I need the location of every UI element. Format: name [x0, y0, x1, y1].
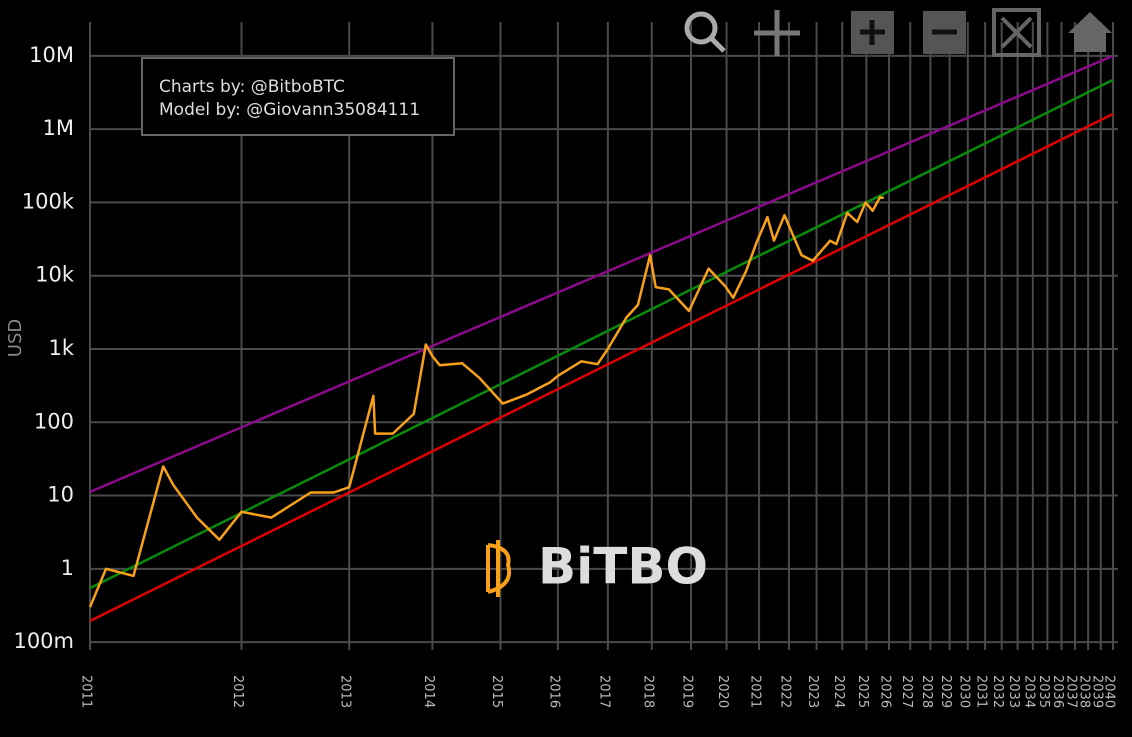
x-tick-label: 2014 [421, 675, 436, 708]
x-tick-label: 2024 [831, 675, 846, 708]
x-tick-label: 2016 [546, 675, 561, 708]
y-tick-label: 1 [61, 556, 74, 580]
x-tick-label: 2025 [855, 675, 870, 708]
x-tick-label: 2027 [899, 675, 914, 708]
toolbar [684, 8, 1112, 57]
zoom-out-button[interactable] [923, 11, 966, 54]
x-tick-label: 2028 [919, 675, 934, 708]
series-line [89, 54, 1114, 494]
x-tick-label: 2038 [1077, 675, 1092, 708]
annotation: Model by: @Giovann35084111 [159, 100, 420, 120]
x-tick-label: 2039 [1089, 675, 1104, 708]
x-tick-label: 2037 [1064, 675, 1079, 708]
y-tick-label: 10M [29, 43, 74, 67]
x-tick-label: 2023 [805, 675, 820, 708]
x-tick-label: 2018 [640, 675, 655, 708]
y-tick-label: 100k [22, 189, 75, 213]
annotation: Charts by: @BitboBTC [159, 77, 345, 97]
series-line [88, 195, 884, 608]
series-line [89, 78, 1114, 590]
watermark-logo [486, 540, 511, 597]
zoom-in-button[interactable] [851, 11, 894, 54]
pan-button[interactable] [754, 10, 800, 56]
x-tick-label: 2017 [596, 675, 611, 708]
x-tick-label: 2020 [715, 675, 730, 708]
x-tick-label: 2011 [79, 675, 94, 708]
x-tick-label: 2019 [680, 675, 695, 708]
x-tick-label: 2036 [1050, 675, 1065, 708]
logo-glyph [486, 540, 511, 597]
zoom-button[interactable] [684, 11, 726, 53]
x-tick-label: 2032 [990, 675, 1005, 708]
x-tick-label: 2031 [974, 675, 989, 708]
x-tick-label: 2012 [230, 675, 245, 708]
y-tick-label: 10k [35, 263, 75, 287]
x-tick-label: 2033 [1006, 675, 1021, 708]
plot-area [88, 54, 1114, 623]
x-tick-label: 2030 [956, 675, 971, 708]
x-tick-label: 2022 [777, 675, 792, 708]
watermark: BiTBO [538, 538, 708, 596]
annotation-box [141, 57, 455, 136]
x-tick-label: 2040 [1102, 675, 1117, 708]
fullscreen-button[interactable] [992, 8, 1041, 57]
x-tick-label: 2015 [489, 675, 504, 708]
x-tick-label: 2021 [748, 675, 763, 708]
y-tick-label: 10 [47, 483, 74, 507]
series-line [89, 112, 1114, 623]
home-button[interactable] [1068, 12, 1112, 52]
x-tick-label: 2035 [1036, 675, 1051, 708]
y-tick-label: 1k [48, 336, 74, 360]
y-tick-label: 100m [13, 629, 74, 653]
y-tick-label: 100 [34, 409, 74, 433]
y-tick-label: 1M [43, 116, 74, 140]
x-tick-label: 2026 [877, 675, 892, 708]
y-axis-label: USD [5, 319, 26, 357]
x-tick-label: 2034 [1021, 675, 1036, 708]
x-tick-label: 2029 [938, 675, 953, 708]
x-tick-label: 2013 [338, 675, 353, 708]
